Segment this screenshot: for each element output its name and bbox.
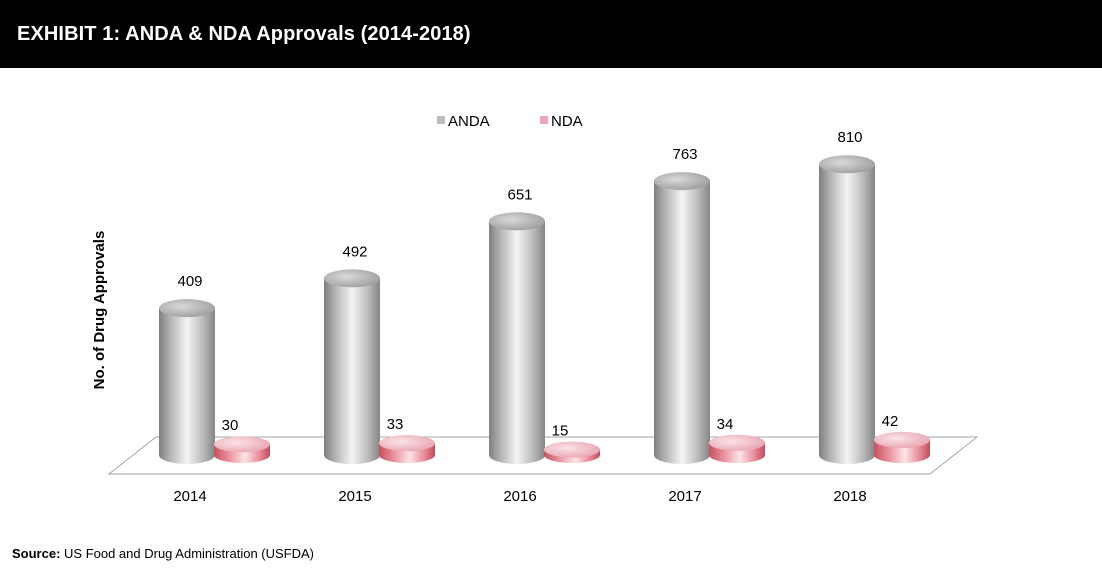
legend-swatch-anda — [437, 116, 445, 124]
chart-bars: 409 30 492 33 651 15 763 34 810 42 — [159, 129, 930, 464]
nda-bar-2017 — [709, 434, 765, 463]
legend-swatch-nda — [540, 116, 548, 124]
anda-bar-2014 — [159, 299, 215, 464]
y-axis-label: No. of Drug Approvals — [91, 231, 108, 390]
anda-value-label-2015: 492 — [342, 243, 367, 260]
anda-bar-2017-top — [654, 172, 710, 191]
nda-bar-2014-top — [214, 436, 270, 453]
x-tick-label-2015: 2015 — [338, 488, 371, 505]
anda-bar-2016-body — [489, 221, 545, 464]
anda-bar-2017-body — [654, 181, 710, 464]
source-label: Source: — [12, 546, 61, 561]
exhibit-title: EXHIBIT 1: ANDA & NDA Approvals (2014-20… — [17, 23, 471, 45]
anda-bar-2017 — [654, 172, 710, 464]
exhibit-header: EXHIBIT 1: ANDA & NDA Approvals (2014-20… — [0, 0, 1102, 68]
x-axis-ticks: 2014 2015 2016 2017 2018 — [173, 488, 866, 505]
nda-bar-2014 — [214, 436, 270, 463]
anda-bar-2014-top — [159, 299, 215, 318]
anda-bar-2015-body — [324, 278, 380, 464]
nda-value-label-2016: 15 — [552, 423, 569, 440]
anda-bar-2015 — [324, 269, 380, 464]
nda-bar-2018 — [874, 431, 930, 463]
nda-bar-2015 — [379, 435, 435, 463]
anda-value-label-2018: 810 — [837, 129, 862, 146]
anda-bar-2015-top — [324, 269, 380, 288]
source-note: Source: US Food and Drug Administration … — [12, 546, 314, 561]
nda-bar-2017-top — [709, 434, 765, 451]
anda-value-label-2016: 651 — [507, 186, 532, 203]
x-tick-label-2018: 2018 — [833, 488, 866, 505]
anda-bar-2018-body — [819, 164, 875, 464]
anda-bar-2014-body — [159, 308, 215, 464]
x-tick-label-2014: 2014 — [173, 488, 206, 505]
nda-value-label-2017: 34 — [717, 416, 734, 433]
anda-bar-2018-top — [819, 155, 875, 174]
nda-value-label-2018: 42 — [882, 413, 899, 430]
chart-legend: ANDA NDA — [437, 113, 583, 130]
x-tick-label-2016: 2016 — [503, 488, 536, 505]
x-tick-label-2017: 2017 — [668, 488, 701, 505]
nda-bar-2015-top — [379, 435, 435, 452]
anda-value-label-2017: 763 — [672, 146, 697, 163]
nda-bar-2016-top — [544, 441, 600, 458]
nda-value-label-2015: 33 — [387, 416, 404, 433]
legend-label-anda: ANDA — [448, 113, 490, 130]
anda-bar-2016-top — [489, 212, 545, 231]
nda-bar-2016 — [544, 441, 600, 463]
nda-bar-2018-top — [874, 431, 930, 448]
anda-value-label-2014: 409 — [177, 273, 202, 290]
anda-bar-2018 — [819, 155, 875, 464]
legend-label-nda: NDA — [551, 113, 583, 130]
nda-value-label-2014: 30 — [222, 417, 239, 434]
anda-bar-2016 — [489, 212, 545, 464]
source-text: US Food and Drug Administration (USFDA) — [60, 546, 315, 561]
